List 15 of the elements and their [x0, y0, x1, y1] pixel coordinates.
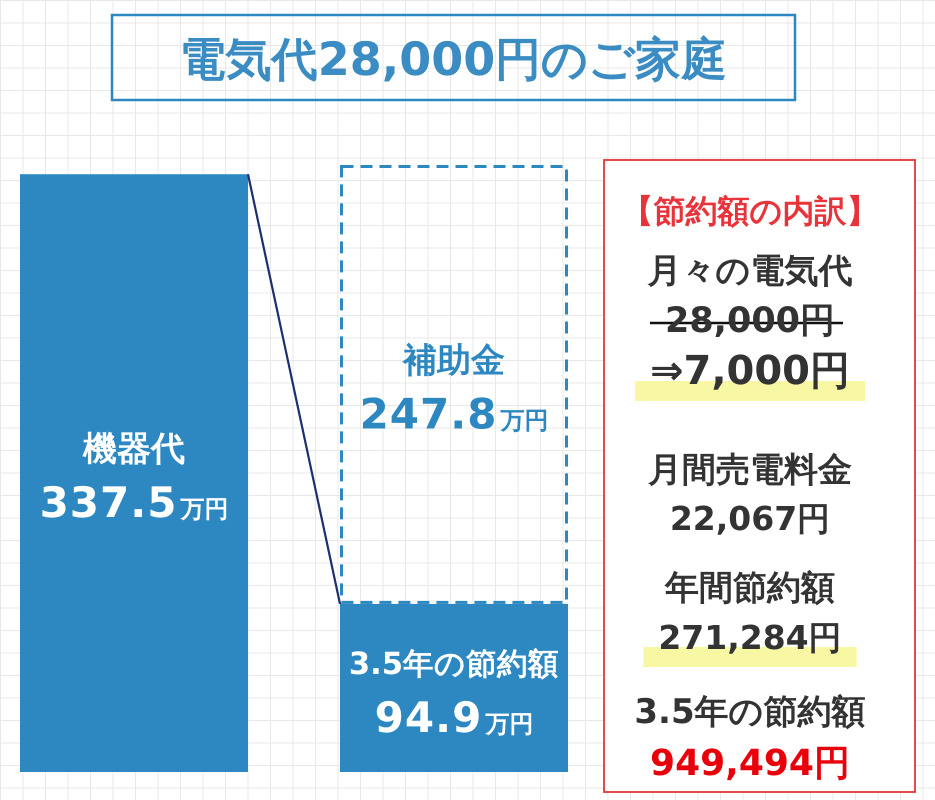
series-label: 3.5年の節約額 [348, 646, 560, 682]
text: ⇒7,000円 [650, 348, 850, 394]
text: 271,284円 [658, 618, 842, 656]
text: 949,494円 [650, 742, 850, 784]
text: 月々の電気代 [646, 251, 852, 291]
series-label: 補助金 [401, 340, 505, 380]
data-label: 247.8万円 [360, 389, 548, 438]
text: 22,067円 [670, 498, 830, 538]
series-label: 機器代 [82, 429, 185, 470]
text: 3.5年の節約額 [634, 692, 866, 732]
data-label: 94.9万円 [374, 692, 534, 742]
text: 年間節約額 [664, 568, 835, 608]
text: 月間売電料金 [647, 450, 852, 490]
text: 【節約額の内訳】 [622, 192, 878, 230]
chart-title: 電気代28,000円のご家庭 [180, 32, 728, 86]
